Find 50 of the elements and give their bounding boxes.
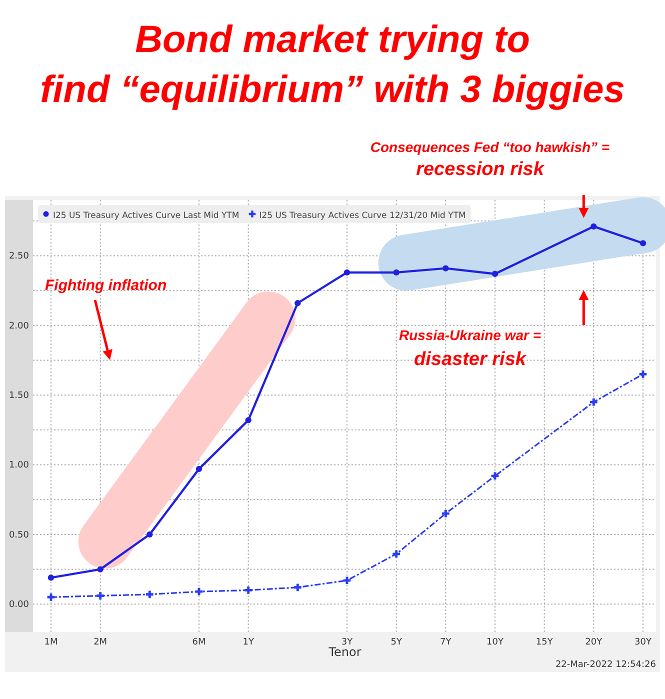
- point: [393, 269, 400, 276]
- x-tick-label: 2M: [94, 637, 108, 648]
- y-tick-label: 0.50: [8, 530, 30, 540]
- point: [392, 550, 400, 558]
- point: [47, 593, 55, 601]
- chart-title: Bond market trying to find “equilibrium” with 3 biggies: [40, 19, 625, 111]
- point: [590, 223, 597, 230]
- y-tick-label: 2.00: [8, 321, 30, 332]
- x-tick-label: 30Y: [634, 637, 652, 648]
- point: [146, 590, 154, 598]
- text: Consequences Fed “too hawkish” =: [370, 139, 610, 155]
- x-tick-label: 3Y: [341, 637, 354, 648]
- y-tick-label: 0.00: [8, 600, 30, 610]
- point: [344, 269, 350, 276]
- legend-label: I25 US Treasury Actives Curve 12/31/20 Mid YTM: [259, 211, 466, 221]
- point: [639, 370, 647, 378]
- x-axis-title: Tenor: [328, 645, 362, 659]
- point: [492, 270, 498, 277]
- point: [294, 584, 302, 592]
- point: [196, 466, 202, 472]
- point: [590, 398, 598, 406]
- y-tick-label: 1.00: [8, 460, 30, 471]
- point: [244, 586, 252, 594]
- x-tick-label: 20Y: [585, 637, 603, 648]
- point: [640, 240, 646, 246]
- x-tick-label: 1M: [44, 637, 58, 648]
- x-tick-label: 5Y: [390, 637, 402, 648]
- point: [195, 588, 203, 596]
- y-tick-label: 2.50: [8, 252, 30, 262]
- x-tick-label: 10Y: [486, 637, 504, 648]
- point: [48, 574, 54, 581]
- x-tick-label: 6M: [192, 637, 206, 648]
- point: [442, 265, 449, 272]
- point: [96, 592, 104, 600]
- legend-label: I25 US Treasury Actives Curve Last Mid YTM: [53, 211, 240, 221]
- point: [491, 472, 499, 480]
- point: [245, 417, 252, 424]
- point: [146, 531, 153, 538]
- x-tick-label: 15Y: [536, 637, 554, 648]
- x-tick-label: 1Y: [242, 637, 254, 648]
- annotation: disaster risk: [414, 349, 528, 370]
- text: 22-Mar-2022 12:54:26: [555, 660, 656, 670]
- point: [294, 300, 301, 306]
- y-tick-label: 1.50: [8, 390, 30, 401]
- annotation: Fighting inflation: [45, 277, 167, 294]
- point: [442, 510, 450, 518]
- x-tick-label: 7Y: [440, 637, 452, 648]
- annotation: Russia-Ukraine war =: [398, 327, 542, 343]
- text: recession risk: [416, 159, 546, 180]
- point: [97, 566, 104, 572]
